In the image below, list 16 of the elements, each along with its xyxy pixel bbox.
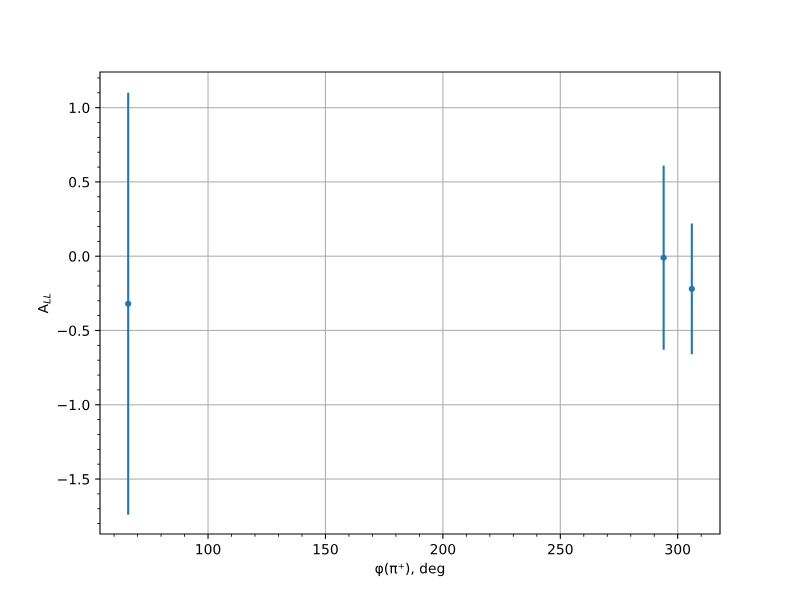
x-tick-label: 250 [548, 544, 573, 554]
y-tick-label: 0.5 [69, 176, 90, 188]
point [688, 286, 695, 292]
x-axis-title: φ(π⁺), deg [375, 562, 444, 576]
x-tick-label: 300 [666, 544, 690, 554]
x-tick-label: 150 [314, 544, 338, 554]
point [125, 300, 132, 307]
point [660, 254, 667, 261]
x-tick-label: 200 [430, 544, 456, 554]
y-tick-label: −1.0 [58, 400, 90, 410]
y-tick-label: 0.0 [69, 251, 90, 262]
y-axis-title: A$_{LL}$ [38, 294, 50, 314]
y-tick-label: −1.5 [58, 474, 90, 485]
y-tick-label: 1.0 [70, 102, 90, 114]
x-tick-label: 100 [196, 544, 220, 554]
y-tick-label: −0.5 [58, 325, 90, 336]
